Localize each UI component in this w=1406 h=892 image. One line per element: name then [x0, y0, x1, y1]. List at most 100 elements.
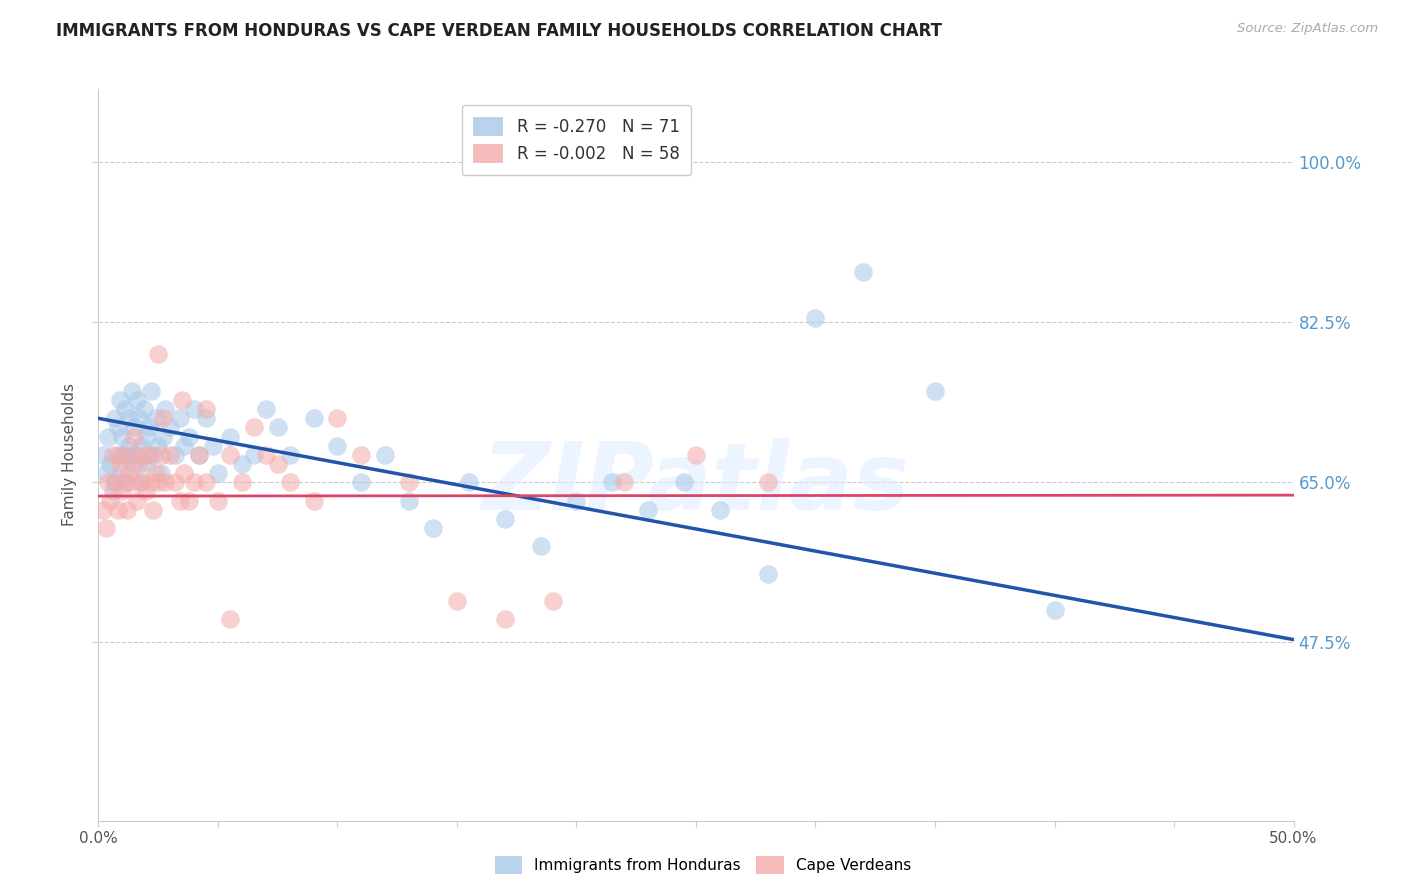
Point [121, 384, 143, 398]
Point [132, 402, 155, 417]
Point [125, 393, 148, 408]
Point [219, 430, 242, 444]
Point [243, 448, 266, 462]
Point [613, 475, 636, 490]
Point [1043, 603, 1066, 617]
Point [163, 448, 186, 462]
Point [541, 594, 564, 608]
Point [398, 493, 420, 508]
Point [756, 475, 779, 490]
Y-axis label: Family Households: Family Households [62, 384, 77, 526]
Point [159, 448, 181, 462]
Point [148, 347, 170, 361]
Point [183, 475, 205, 490]
Point [219, 613, 242, 627]
Point [446, 594, 468, 608]
Point [114, 475, 136, 490]
Point [111, 466, 134, 480]
Point [326, 439, 349, 453]
Point [685, 448, 707, 462]
Point [173, 466, 195, 480]
Point [124, 420, 146, 434]
Point [125, 448, 148, 462]
Point [118, 439, 141, 453]
Point [97, 430, 120, 444]
Point [602, 475, 624, 490]
Point [374, 448, 396, 462]
Point [804, 310, 827, 325]
Point [173, 439, 195, 453]
Point [195, 411, 218, 425]
Point [422, 521, 444, 535]
Point [254, 448, 277, 462]
Point [148, 439, 170, 453]
Point [159, 420, 181, 434]
Point [219, 448, 242, 462]
Point [637, 503, 659, 517]
Point [118, 411, 141, 425]
Point [494, 512, 516, 526]
Point [152, 411, 174, 425]
Point [124, 430, 146, 444]
Point [124, 457, 146, 471]
Point [195, 402, 218, 417]
Point [195, 475, 218, 490]
Point [756, 566, 779, 581]
Point [108, 393, 131, 408]
Point [207, 466, 229, 480]
Point [187, 448, 209, 462]
Text: ZIPatlas: ZIPatlas [482, 438, 910, 530]
Point [169, 411, 191, 425]
Point [128, 457, 150, 471]
Point [231, 475, 253, 490]
Point [111, 430, 134, 444]
Point [132, 448, 155, 462]
Point [138, 420, 160, 434]
Point [107, 503, 129, 517]
Point [458, 475, 481, 490]
Point [278, 448, 301, 462]
Point [108, 457, 131, 471]
Point [169, 493, 191, 508]
Point [207, 493, 229, 508]
Point [673, 475, 696, 490]
Point [97, 475, 120, 490]
Legend: R = -0.270   N = 71, R = -0.002   N = 58: R = -0.270 N = 71, R = -0.002 N = 58 [461, 105, 692, 175]
Point [302, 411, 325, 425]
Point [398, 475, 420, 490]
Point [179, 493, 201, 508]
Point [115, 448, 138, 462]
Point [138, 448, 160, 462]
Point [243, 420, 266, 434]
Point [104, 475, 127, 490]
Point [94, 466, 117, 480]
Point [142, 448, 165, 462]
Point [565, 493, 588, 508]
Point [111, 448, 134, 462]
Point [118, 466, 141, 480]
Point [135, 484, 157, 499]
Point [115, 475, 138, 490]
Text: Source: ZipAtlas.com: Source: ZipAtlas.com [1237, 22, 1378, 36]
Point [111, 484, 134, 499]
Text: IMMIGRANTS FROM HONDURAS VS CAPE VERDEAN FAMILY HOUSEHOLDS CORRELATION CHART: IMMIGRANTS FROM HONDURAS VS CAPE VERDEAN… [56, 22, 942, 40]
Point [267, 420, 290, 434]
Point [131, 475, 153, 490]
Point [149, 448, 172, 462]
Point [142, 503, 165, 517]
Point [135, 457, 157, 471]
Point [91, 448, 114, 462]
Point [135, 430, 157, 444]
Point [278, 475, 301, 490]
Point [155, 402, 177, 417]
Point [155, 475, 177, 490]
Point [530, 539, 553, 553]
Point [350, 475, 373, 490]
Point [924, 384, 946, 398]
Point [326, 411, 349, 425]
Point [302, 493, 325, 508]
Point [131, 475, 153, 490]
Point [183, 402, 205, 417]
Point [172, 393, 194, 408]
Point [145, 411, 167, 425]
